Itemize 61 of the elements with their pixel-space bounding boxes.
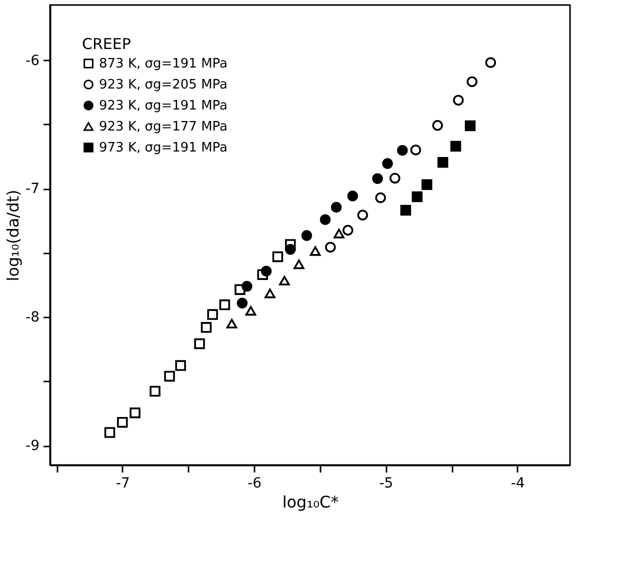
x-axis-title: log₁₀C*	[282, 492, 339, 512]
point	[236, 298, 248, 308]
point	[242, 280, 252, 292]
point	[452, 94, 464, 106]
point	[330, 202, 342, 213]
point	[397, 144, 408, 156]
point	[104, 427, 116, 438]
y-tick-label: -8	[26, 310, 40, 326]
point	[334, 228, 344, 238]
point	[285, 244, 296, 255]
y-tick-label: -7	[26, 181, 40, 198]
point	[301, 230, 312, 241]
point	[412, 191, 423, 202]
point	[150, 386, 160, 397]
point	[357, 210, 368, 220]
point	[437, 157, 448, 168]
legend-label: 873 K, σg=191 MPa	[99, 56, 228, 72]
point	[226, 318, 238, 328]
point	[400, 204, 412, 216]
point	[390, 172, 400, 184]
y-tick-label: -6	[26, 52, 40, 69]
legend-label: 923 K, σg=177 MPa	[99, 120, 228, 134]
point	[432, 120, 443, 131]
point	[264, 288, 276, 298]
point	[164, 370, 175, 382]
point	[245, 306, 256, 316]
point	[347, 190, 358, 202]
point	[130, 407, 140, 418]
point	[175, 360, 186, 371]
point	[422, 179, 432, 190]
point	[410, 144, 422, 156]
point	[279, 276, 290, 286]
point	[207, 309, 218, 320]
y-axis-title: log₁₀(da/dt)	[4, 190, 23, 282]
legend-title: CREEP	[82, 35, 131, 53]
point	[310, 246, 321, 256]
point	[200, 322, 212, 333]
point	[485, 57, 496, 68]
legend-label: 923 K, σg=191 MPa	[99, 98, 228, 114]
x-tick-label: -5	[379, 476, 394, 492]
point	[272, 251, 284, 262]
point	[450, 140, 462, 152]
x-tick-label: -7	[116, 476, 130, 492]
point	[117, 416, 128, 428]
point	[372, 173, 383, 184]
legend-label: 923 K, σg=205 MPa	[99, 78, 228, 92]
point	[260, 266, 272, 276]
y-tick-label: -9	[26, 438, 40, 454]
point	[342, 224, 354, 236]
x-tick-label: -6	[248, 476, 262, 492]
point	[320, 214, 331, 225]
point	[219, 299, 230, 310]
point	[464, 120, 476, 132]
legend-label: 973 K, σg=191 MPa	[99, 140, 228, 156]
point	[466, 76, 478, 88]
point	[294, 260, 304, 270]
point	[194, 338, 205, 350]
point	[382, 158, 393, 169]
point	[325, 242, 336, 253]
x-tick-label: -4	[510, 476, 525, 492]
point	[375, 192, 386, 204]
